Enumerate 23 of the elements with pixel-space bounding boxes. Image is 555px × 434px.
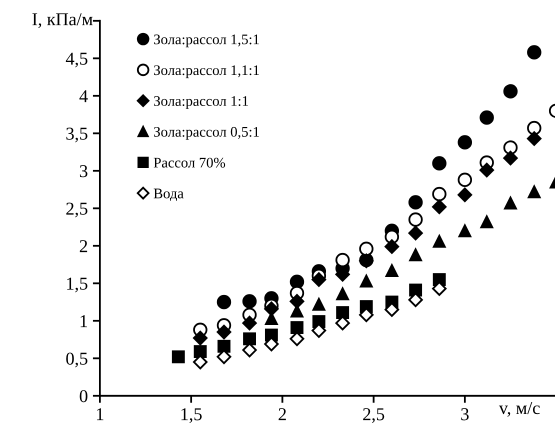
y-tick-label: 3,5 xyxy=(66,128,88,142)
y-tick-label: 1,5 xyxy=(67,278,88,292)
x-tick-label: 1 xyxy=(96,408,104,420)
legend-label: Рассол 70% xyxy=(154,158,226,168)
y-tick-label: 1 xyxy=(80,315,88,328)
y-tick-label: 0,5 xyxy=(66,352,88,368)
legend-label: Вода xyxy=(154,188,184,202)
y-tick-label: 2 xyxy=(80,240,88,252)
y-tick-label: 0 xyxy=(80,390,88,402)
x-tick-label: 3 xyxy=(461,408,469,420)
y-tick-label: 2,5 xyxy=(66,202,88,218)
x-tick-label: 1,5 xyxy=(181,408,202,423)
legend-label: Зола:рассол 1:1 xyxy=(154,96,248,109)
x-axis-title: v, м/с xyxy=(498,402,540,417)
y-tick-label: 3 xyxy=(80,165,88,178)
legend-label: Зола:рассол 1,1:1 xyxy=(154,65,259,78)
legend-label: Зола:рассол 1,5:1 xyxy=(154,34,259,48)
y-tick-label: 4 xyxy=(79,90,88,102)
y-axis-title: I, кПа/м xyxy=(32,13,93,28)
legend-label: Зола:рассол 0,5:1 xyxy=(154,126,259,140)
x-tick-label: 2,5 xyxy=(363,408,384,423)
x-tick-label: 2 xyxy=(278,408,286,420)
y-tick-label: 4,5 xyxy=(66,52,88,68)
